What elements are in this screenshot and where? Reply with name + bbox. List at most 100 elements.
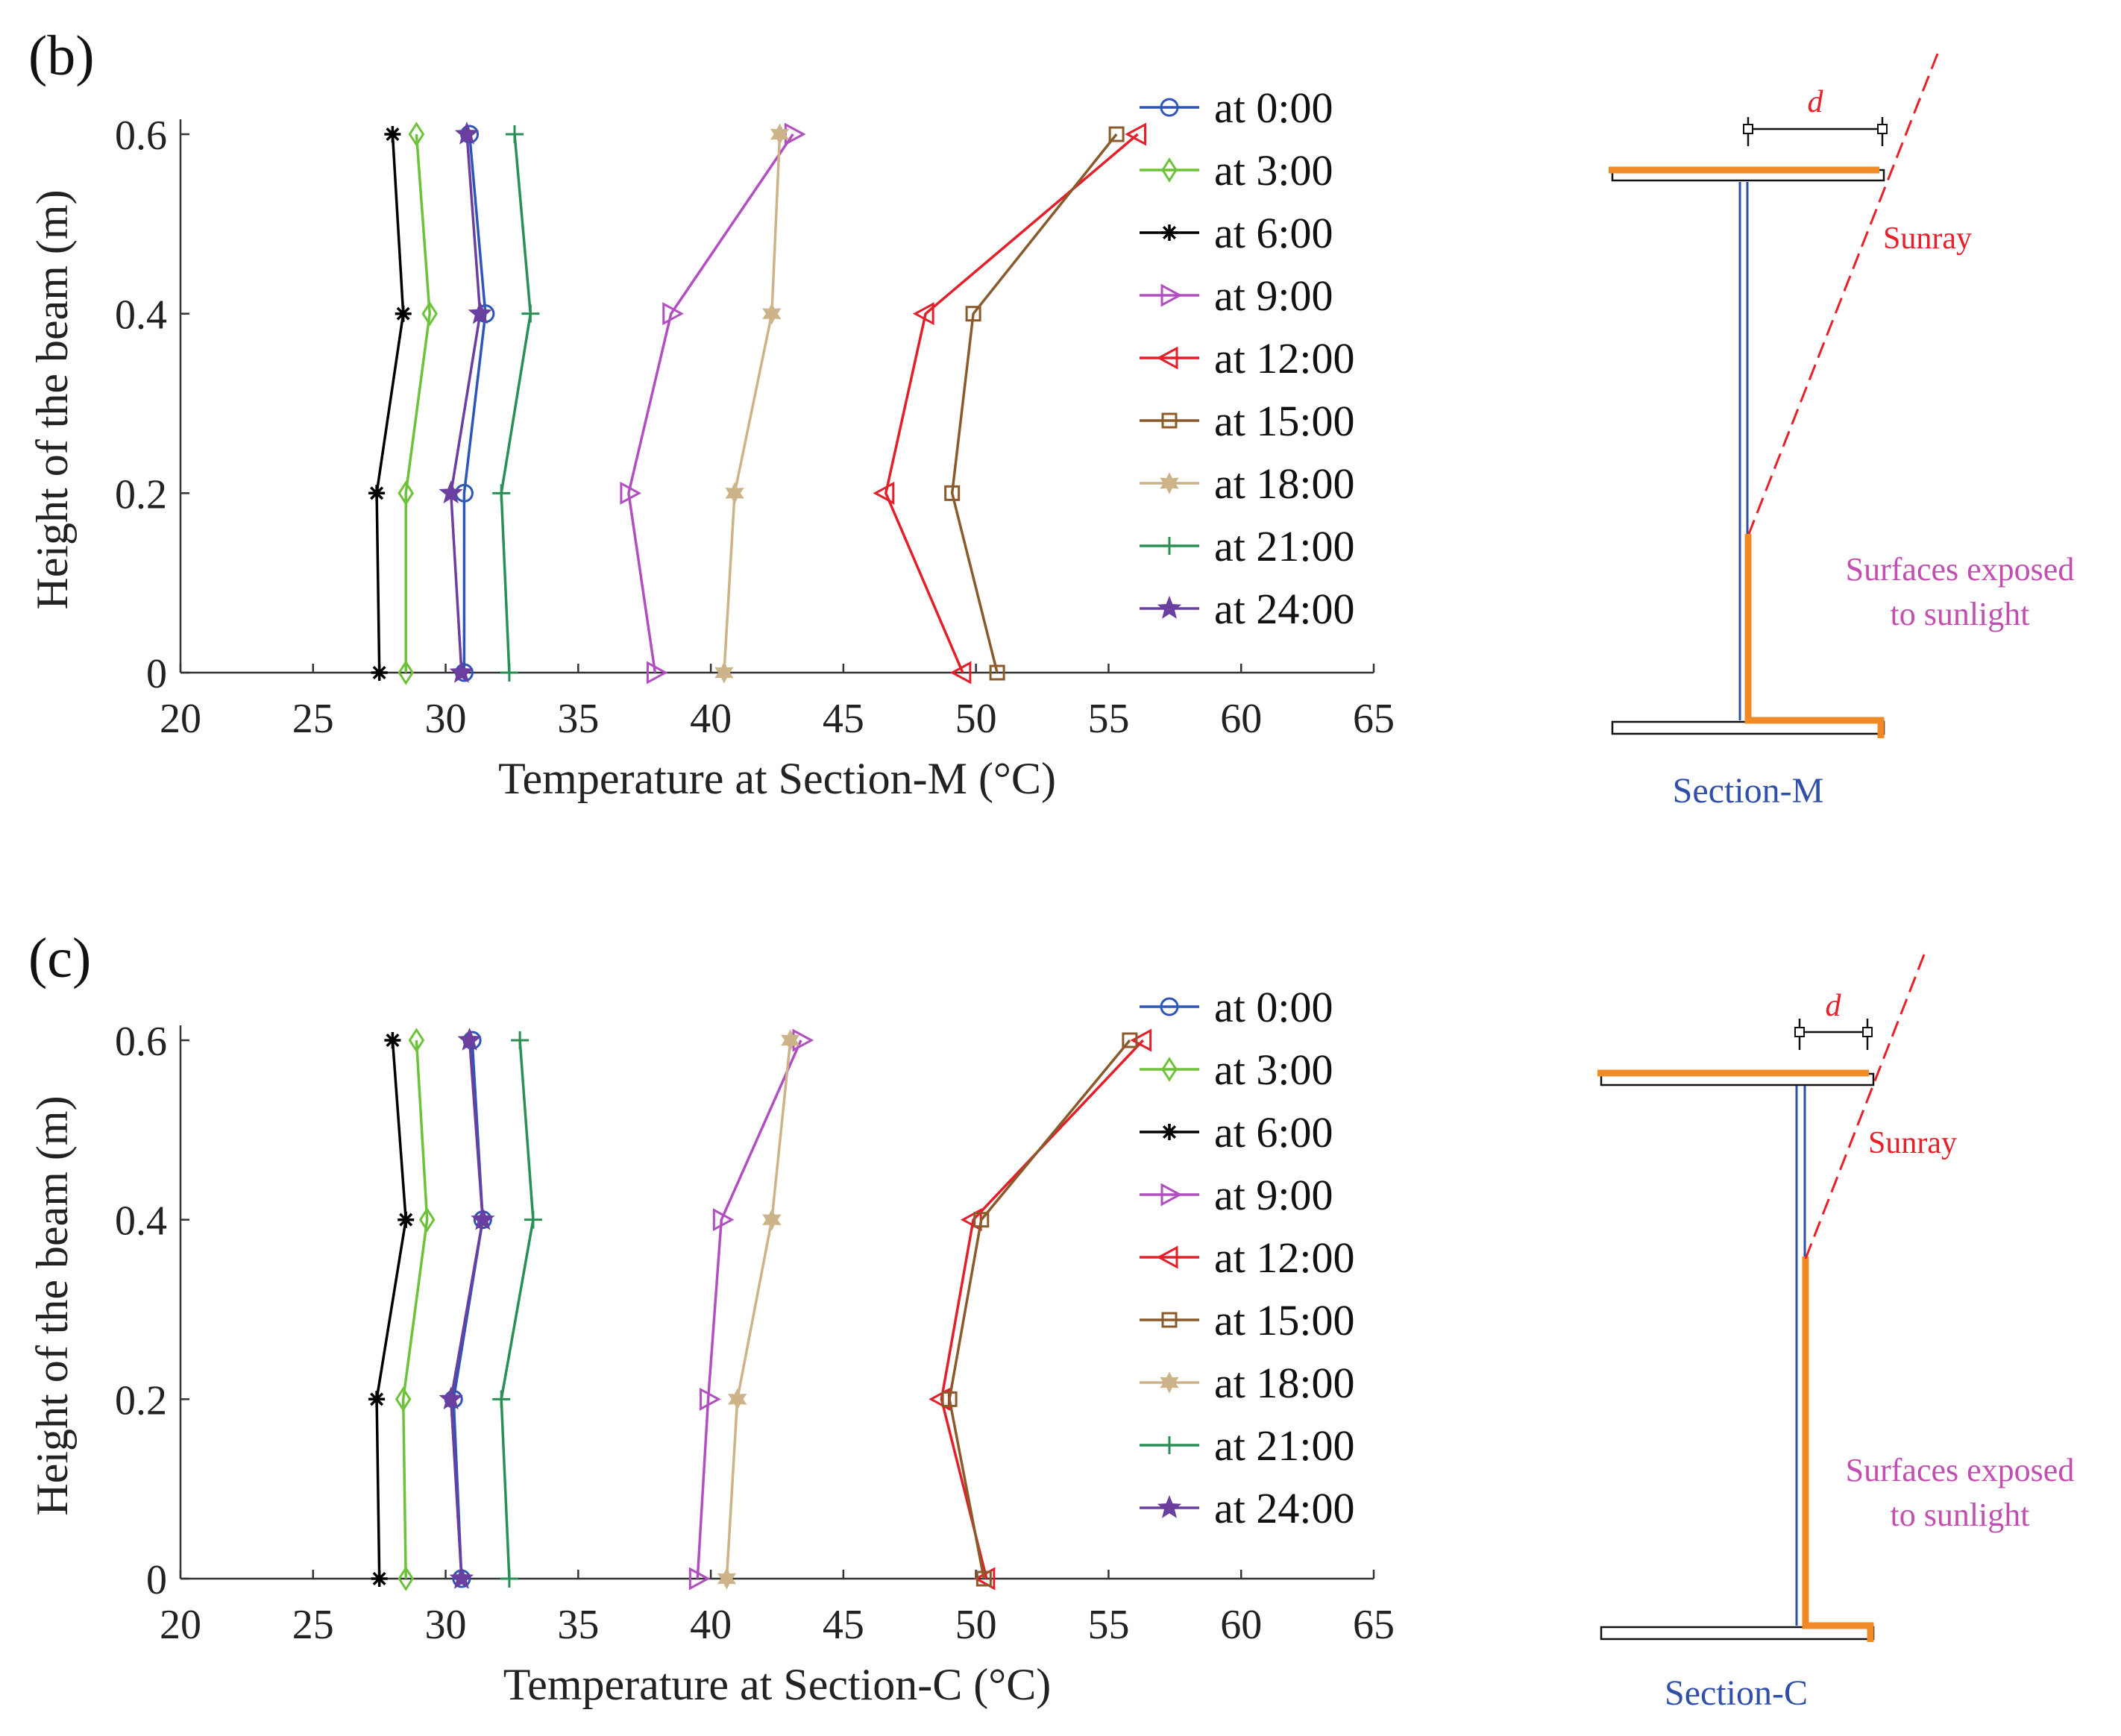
chart-b-data-point [965,306,981,322]
chart-b-x-tick-label: 50 [955,696,997,742]
chart-b-series-3 [620,122,806,685]
chart-b-data-point [521,304,540,323]
chart-b-legend-label: at 0:00 [1214,84,1333,132]
chart-b-legend-marker [1157,595,1182,619]
chart-b-x-tick-label: 55 [1087,696,1129,742]
chart-c-data-point [975,1570,992,1587]
chart-c-legend-marker [1161,1124,1178,1140]
chart-c-legend-marker [1161,1057,1178,1082]
chart-b-legend-label: at 6:00 [1214,209,1333,257]
section-c-label: Section-C [1665,1673,1808,1713]
chart-c-legend-label: at 21:00 [1214,1421,1354,1470]
section-m-dimension-end-right [1877,124,1888,134]
chart-b-legend: at 0:00 at 3:00 at 6:00 at 9:00 at 12:00 at 1… [1140,84,1354,633]
chart-b-data-point [384,126,401,142]
chart-b-data-point [662,302,684,326]
chart-c-data-point [457,1027,482,1051]
chart-b-series-1 [398,122,439,685]
chart-c-data-point [439,1386,463,1410]
chart-b-x-tick-label: 60 [1220,696,1262,742]
chart-b-legend-label: at 3:00 [1214,146,1333,195]
chart-c-data-point [492,1390,511,1409]
chart-c-x-tick-label: 55 [1087,1602,1129,1648]
chart-b-data-point [492,484,511,503]
chart-c-series-0 [444,1031,492,1588]
chart-c-y-tick-label: 0.2 [115,1377,167,1424]
chart-b-series-line [449,133,482,673]
chart-c-data-point [688,1567,711,1591]
chart-c-data-point [973,1212,990,1228]
chart-c-series-line [696,1040,802,1579]
chart-c-series-line [500,1040,535,1579]
chart-b-data-point [646,661,668,685]
chart-b-data-point [912,302,934,326]
chart-b-data-point [989,664,1005,681]
chart-c-legend-label: at 12:00 [1214,1233,1354,1282]
chart-c-y-tick-label: 0 [146,1557,167,1603]
chart-b-x-tick-label: 30 [425,696,467,742]
chart-c-data-point [471,1207,495,1230]
chart-b-series-0 [454,125,495,682]
chart-c-data-point [398,1211,415,1228]
chart-c-data-point [500,1570,518,1588]
chart-c-data-point [700,1387,721,1411]
chart-c-legend-marker [1160,997,1179,1016]
chart-c-legend-label: at 24:00 [1214,1484,1354,1532]
chart-c-series-2 [368,1032,415,1587]
section-m-diagram: d Sunray Surfaces exposed to sunlight Se… [1609,53,2074,811]
chart-c-legend-marker [1160,1436,1178,1454]
chart-b: 20 25 30 35 40 45 50 55 60 65 0 0.2 0.4 0.6 Temperatur… [28,84,1395,803]
chart-c-series-line [375,1040,407,1579]
chart-c-series-line [449,1040,485,1579]
chart-b-data-point [1108,126,1125,142]
chart-c-data-point [384,1032,401,1048]
chart-c-series-line [948,1039,1131,1579]
chart-c-data-point [368,1391,386,1408]
section-c-diagram: d Sunray Surfaces exposed to sunlight Se… [1597,954,2074,1713]
chart-c-y-tick-label: 0.4 [115,1198,167,1245]
chart-b-series-line [723,133,782,673]
chart-b-data-point [395,305,412,322]
chart-c-data-point [712,1208,735,1232]
chart-c-data-point [1130,1028,1152,1052]
section-m-sunray-label: Sunray [1883,221,1972,256]
chart-b-series-line [627,133,794,673]
chart-c: 20 25 30 35 40 45 50 55 60 65 0 0.2 0.4 0.6 Temperatur… [28,983,1395,1709]
section-c-dimension-end-left [1794,1027,1805,1037]
chart-b-y-tick-label: 0 [146,651,167,697]
chart-c-legend-marker [1160,1183,1183,1207]
chart-c-data-point [941,1391,958,1407]
chart-b-legend-label: at 21:00 [1214,522,1354,570]
chart-c-x-axis-label: Temperature at Section-C (°C) [503,1660,1052,1709]
chart-b-legend-marker [1160,98,1179,117]
chart-b-data-point [873,481,895,505]
chart-c-data-point [781,1029,800,1051]
chart-b-legend-label: at 15:00 [1214,397,1354,445]
chart-b-series-8 [439,121,492,683]
chart-c-data-point [727,1388,747,1410]
chart-b-data-point [371,664,388,681]
chart-c-series-1 [395,1028,436,1591]
chart-c-x-tick-label: 65 [1353,1602,1395,1648]
chart-c-data-point [973,1567,996,1591]
chart-b-legend-marker [1160,283,1183,307]
chart-c-data-point [408,1028,425,1053]
section-c-d-label: d [1826,989,1842,1023]
chart-c-legend-label: at 15:00 [1214,1296,1354,1345]
panel-b-label: (b) [28,25,95,87]
chart-b-y-tick-label: 0.4 [115,292,167,339]
chart-c-x-tick-label: 30 [425,1602,467,1648]
section-m-dimension-end-left [1743,124,1753,134]
chart-b-series-6 [714,123,790,684]
chart-b-x-tick-label: 40 [690,696,732,742]
chart-b-series-line [404,133,431,673]
chart-b-data-point [714,661,734,684]
chart-b-series-line [500,133,532,673]
chart-c-y-tick-label: 0.6 [115,1019,167,1065]
section-c-side-exposed [1802,1257,1874,1642]
chart-c-legend-label: at 9:00 [1214,1171,1333,1219]
chart-b-data-point [439,480,463,504]
chart-b-x-tick-label: 25 [292,696,334,742]
chart-c-data-point [398,1566,415,1591]
